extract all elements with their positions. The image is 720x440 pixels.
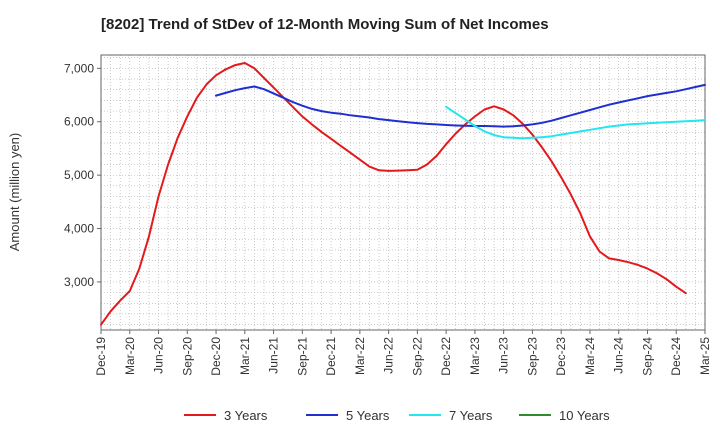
x-tick-label: Mar-20 <box>123 337 137 375</box>
chart-title: [8202] Trend of StDev of 12-Month Moving… <box>101 16 549 33</box>
x-tick-label: Dec-22 <box>439 337 453 376</box>
x-tick-label: Dec-20 <box>209 337 223 376</box>
plot-frame <box>100 54 706 331</box>
x-tick-label: Sep-24 <box>640 337 654 376</box>
series-lines <box>100 62 706 326</box>
legend-label: 10 Years <box>559 408 610 423</box>
series-line-5-years <box>215 83 706 128</box>
y-tick-label: 6,000 <box>64 115 94 129</box>
plot-background <box>101 55 705 330</box>
x-tick-label: Dec-24 <box>669 337 683 376</box>
x-tick-label: Sep-22 <box>410 337 424 376</box>
x-tick-label: Mar-23 <box>468 337 482 375</box>
x-tick-label: Sep-20 <box>180 337 194 376</box>
x-tick-label: Dec-23 <box>554 337 568 376</box>
y-tick-label: 3,000 <box>64 275 94 289</box>
x-tick-label: Sep-23 <box>525 337 539 376</box>
x-axis-ticks: Dec-19 Mar-20 Jun-20 Sep-20 Dec-20 Mar-21 Jun-… <box>94 330 712 376</box>
x-tick-label: Mar-25 <box>698 337 712 375</box>
series-line-3-years <box>100 62 687 326</box>
legend-label: 5 Years <box>346 408 390 423</box>
x-tick-label: Jun-21 <box>267 337 281 374</box>
legend-label: 7 Years <box>449 408 493 423</box>
y-tick-label: 4,000 <box>64 222 94 236</box>
y-tick-label: 7,000 <box>64 61 94 75</box>
y-axis-title: Amount (million yen) <box>7 133 22 252</box>
y-tick-label: 5,000 <box>64 168 94 182</box>
legend: 3 Years 5 Years 7 Years 10 Years <box>184 408 610 423</box>
x-tick-label: Dec-19 <box>94 337 108 376</box>
series-line-7-years <box>445 105 706 140</box>
x-tick-label: Mar-21 <box>238 337 252 375</box>
x-tick-label: Mar-24 <box>583 337 597 375</box>
x-tick-label: Jun-24 <box>612 337 626 374</box>
x-tick-label: Sep-21 <box>295 337 309 376</box>
x-tick-label: Jun-20 <box>152 337 166 374</box>
legend-label: 3 Years <box>224 408 268 423</box>
x-tick-label: Jun-22 <box>382 337 396 374</box>
x-tick-label: Dec-21 <box>324 337 338 376</box>
grid <box>101 55 705 330</box>
x-tick-label: Jun-23 <box>497 337 511 374</box>
y-axis-ticks: 3,000 4,000 5,000 6,000 7,000 <box>64 61 101 289</box>
x-tick-label: Mar-22 <box>353 337 367 375</box>
